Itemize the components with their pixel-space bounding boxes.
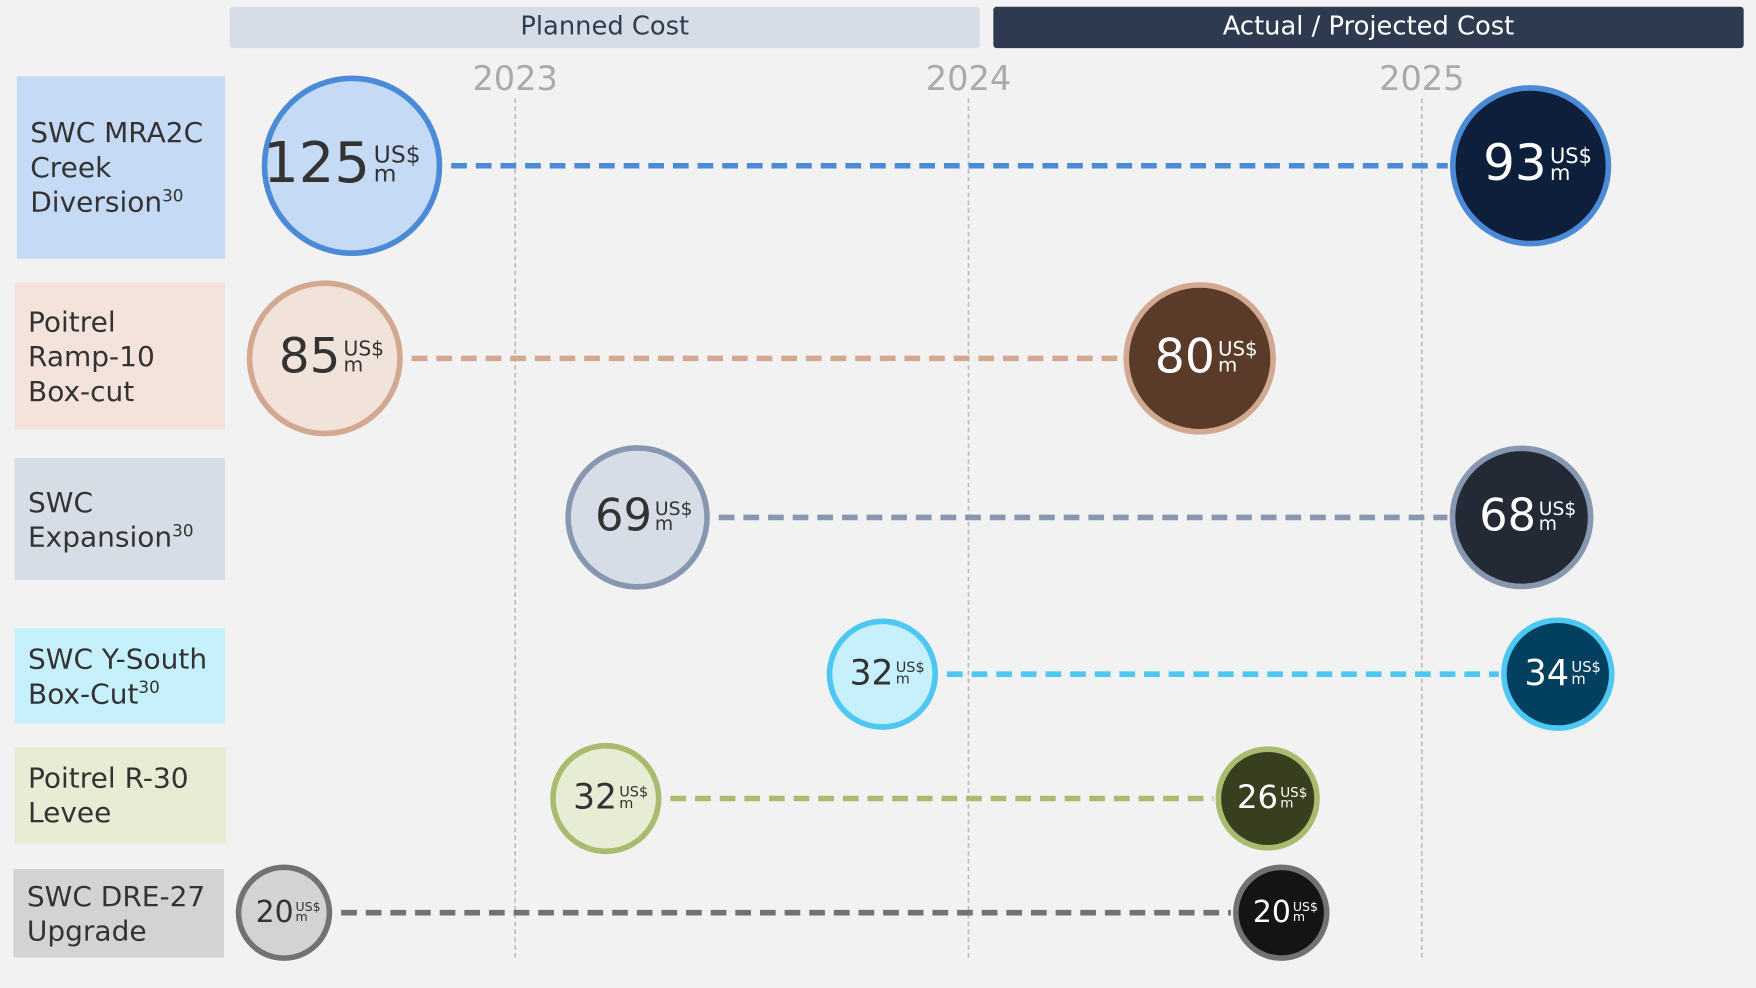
- cost-unit-sub: m: [374, 159, 397, 187]
- x-tick-label: 2023: [472, 59, 557, 98]
- cost-unit-sub: m: [1550, 161, 1570, 185]
- label-text: SWC MRA2C Creek Diversion: [30, 116, 204, 219]
- cost-bubble: [1215, 746, 1320, 851]
- label-text: Poitrel R-30 Levee: [27, 761, 189, 829]
- cost-unit-sub: m: [655, 514, 673, 535]
- cost-unit: US$: [343, 336, 384, 360]
- cost-value: 93: [1483, 134, 1547, 192]
- cost-unit: US$: [1550, 144, 1592, 168]
- cost-unit: US$: [1571, 659, 1601, 676]
- cost-bubble: [1501, 617, 1615, 731]
- row-label: Poitrel R-30 Levee: [14, 746, 227, 844]
- cost-unit-sub: m: [296, 909, 308, 924]
- cost-value: 68: [1479, 489, 1536, 541]
- footnote: 30: [172, 520, 194, 541]
- footnote: 30: [162, 185, 184, 207]
- row-label-text: Poitrel R-30 Levee: [28, 760, 213, 829]
- cost-bubble: [1233, 864, 1330, 961]
- x-tick-label: 2024: [926, 59, 1011, 98]
- row-label: SWC Expansion30: [14, 458, 226, 581]
- cost-value: 69: [595, 488, 652, 541]
- row-label-text: SWC Y-South Box-Cut30: [28, 641, 212, 710]
- cost-unit-sub: m: [619, 796, 633, 812]
- cost-unit: US$: [1218, 337, 1258, 360]
- cost-bubble: [1449, 445, 1594, 590]
- row-label: SWC Y-South Box-Cut30: [14, 628, 226, 724]
- row-label-text: SWC Expansion30: [28, 484, 212, 553]
- row-label: Poitrel Ramp-10 Box-cut: [14, 282, 226, 431]
- row-label: SWC MRA2C Creek Diversion30: [16, 76, 226, 259]
- cost-bubble: [826, 618, 939, 730]
- cost-bubble: [246, 280, 403, 437]
- row-label-text: SWC DRE-27 Upgrade: [27, 879, 211, 948]
- cost-value: 34: [1524, 653, 1569, 694]
- actual-header: Actual / Projected Cost: [993, 6, 1744, 49]
- cost-value: 32: [850, 653, 894, 693]
- cost-bubble: [550, 742, 662, 855]
- cost-value: 85: [279, 328, 341, 384]
- cost-unit: US$: [896, 660, 925, 676]
- cost-unit: US$: [1539, 499, 1576, 520]
- cost-unit: US$: [296, 899, 321, 914]
- cost-unit-sub: m: [1293, 909, 1305, 924]
- cost-value: 20: [1253, 895, 1291, 930]
- cost-unit-sub: m: [1539, 514, 1557, 535]
- label-text: SWC DRE-27 Upgrade: [26, 879, 206, 947]
- cost-bubble: [1123, 282, 1276, 435]
- cost-value: 125: [263, 131, 370, 196]
- cost-unit-sub: m: [1571, 671, 1585, 688]
- cost-bubble: [235, 864, 333, 961]
- label-text: SWC Expansion: [27, 485, 173, 553]
- cost-unit-sub: m: [896, 672, 910, 688]
- cost-value: 26: [1237, 778, 1278, 816]
- cost-bubble: [565, 445, 710, 590]
- footnote: 30: [138, 676, 160, 698]
- cost-unit: US$: [1280, 785, 1307, 801]
- row-label-text: Poitrel Ramp-10 Box-cut: [28, 304, 212, 408]
- cost-bubble: [1449, 85, 1612, 247]
- cost-value: 80: [1155, 329, 1215, 384]
- cost-unit: US$: [1293, 899, 1318, 914]
- label-text: Poitrel Ramp-10 Box-cut: [27, 305, 155, 408]
- planned-header: Planned Cost: [229, 6, 980, 49]
- row-label-text: SWC MRA2C Creek Diversion30: [30, 115, 211, 219]
- cost-unit-sub: m: [1218, 353, 1237, 376]
- row-label: SWC DRE-27 Upgrade: [13, 869, 224, 958]
- cost-value: 20: [256, 895, 294, 930]
- cost-unit-sub: m: [343, 353, 363, 377]
- cost-bubble: [261, 75, 443, 257]
- cost-value: 32: [573, 778, 617, 818]
- cost-unit: US$: [655, 499, 693, 520]
- cost-unit: US$: [619, 784, 648, 800]
- cost-unit-sub: m: [1280, 796, 1293, 812]
- cost-unit: US$: [374, 140, 421, 168]
- x-tick-label: 2025: [1379, 59, 1464, 98]
- label-text: SWC Y-South Box-Cut: [27, 642, 208, 710]
